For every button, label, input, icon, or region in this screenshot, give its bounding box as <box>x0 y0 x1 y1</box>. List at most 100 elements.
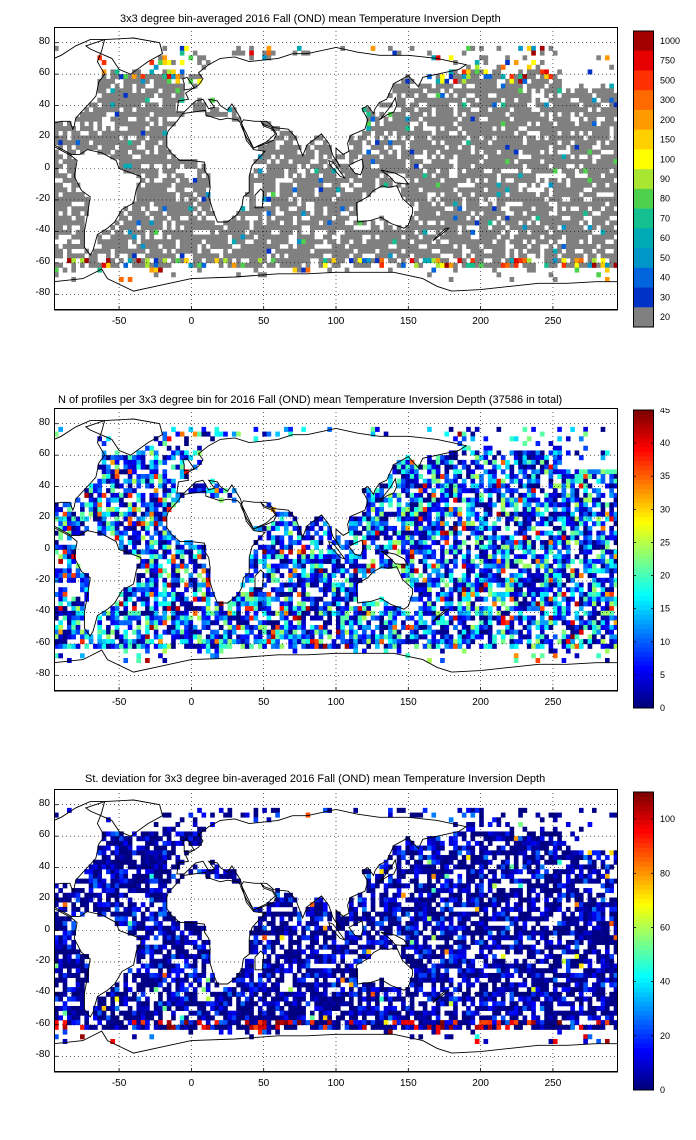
bin-cell <box>479 558 484 564</box>
bin-cell <box>279 516 285 522</box>
bin-cell <box>552 93 558 99</box>
bin-cell <box>591 234 597 240</box>
bin-cell <box>483 243 489 249</box>
bin-cell <box>544 168 549 174</box>
bin-cell <box>548 549 554 555</box>
bin-cell <box>505 126 510 132</box>
bin-cell <box>548 121 554 127</box>
bin-cell <box>518 243 523 249</box>
bin-cell <box>483 88 489 94</box>
bin-cell <box>526 88 532 94</box>
bin-cell <box>496 483 502 489</box>
bin-cell <box>474 488 480 494</box>
bin-cell <box>179 88 185 94</box>
bin-cell <box>136 149 142 155</box>
bin-cell <box>557 229 562 235</box>
bin-cell <box>309 229 315 235</box>
bin-cell <box>574 507 580 513</box>
bin-cell <box>132 464 137 470</box>
bin-cell <box>535 239 541 245</box>
bin-cell <box>557 455 562 461</box>
bin-cell <box>583 507 588 513</box>
bin-cell <box>97 239 103 245</box>
bin-cell <box>279 225 285 231</box>
bin-cell <box>453 544 458 550</box>
bin-cell <box>322 168 328 174</box>
bin-cell <box>539 459 545 465</box>
bin-cell <box>201 544 207 550</box>
bin-cell <box>526 159 532 165</box>
bin-cell <box>539 558 545 564</box>
bin-cell <box>565 563 571 569</box>
bin-cell <box>270 239 276 245</box>
bin-cell <box>505 149 510 155</box>
bin-cell <box>431 478 437 484</box>
bin-cell <box>353 525 358 531</box>
bin-cell <box>414 130 419 136</box>
bin-cell <box>383 535 389 541</box>
bin-cell <box>71 243 76 249</box>
bin-cell <box>158 253 163 259</box>
bin-cell <box>97 502 103 508</box>
bin-cell <box>54 168 59 174</box>
bin-cell <box>136 459 142 465</box>
bin-cell <box>270 225 276 231</box>
bin-cell <box>526 201 532 207</box>
bin-cell <box>461 540 467 546</box>
bin-cell <box>600 144 606 150</box>
bin-cell <box>531 196 536 202</box>
bin-cell <box>461 74 467 80</box>
bin-cell <box>596 102 601 108</box>
bin-cell <box>548 88 554 94</box>
bin-cell <box>171 568 176 574</box>
bin-cell <box>362 540 367 546</box>
bin-cell <box>262 248 267 254</box>
bin-cell <box>565 497 571 503</box>
bin-cell <box>149 492 155 498</box>
bin-cell <box>583 126 588 132</box>
bin-cell <box>201 554 207 560</box>
bin-cell <box>244 248 250 254</box>
bin-cell <box>58 558 63 564</box>
bin-cell <box>492 206 497 212</box>
bin-cell <box>513 187 519 193</box>
bin-cell <box>604 450 610 456</box>
bin-cell <box>283 215 289 221</box>
bin-cell <box>357 243 363 249</box>
bin-cell <box>396 121 402 127</box>
bin-cell <box>54 187 59 193</box>
bin-cell <box>574 234 580 240</box>
bin-cell <box>266 563 272 569</box>
bin-cell <box>427 455 432 461</box>
bin-cell <box>435 511 441 517</box>
bin-cell <box>604 469 610 475</box>
bin-cell <box>453 149 458 155</box>
bin-cell <box>474 497 480 503</box>
bin-cell <box>578 262 584 268</box>
bin-cell <box>249 258 254 264</box>
bin-cell <box>440 459 445 465</box>
bin-cell <box>119 88 124 94</box>
bin-cell <box>88 502 94 508</box>
bin-cell <box>318 177 324 183</box>
bin-cell <box>609 83 614 89</box>
bin-cell <box>492 554 497 560</box>
bin-cell <box>583 540 588 546</box>
bin-cell <box>496 492 502 498</box>
bin-cell <box>600 253 606 259</box>
bin-cell <box>453 140 458 146</box>
bin-cell <box>71 182 76 188</box>
bin-cell <box>401 130 406 136</box>
bin-cell <box>153 182 159 188</box>
bin-cell <box>54 45 59 51</box>
bin-cell <box>557 196 562 202</box>
bin-cell <box>409 521 415 527</box>
bin-cell <box>375 549 380 555</box>
bin-cell <box>414 163 419 169</box>
bin-cell <box>409 558 415 564</box>
bin-cell <box>409 201 415 207</box>
bin-cell <box>80 116 85 122</box>
bin-cell <box>62 201 68 207</box>
bin-cell <box>149 507 155 513</box>
bin-cell <box>184 206 189 212</box>
